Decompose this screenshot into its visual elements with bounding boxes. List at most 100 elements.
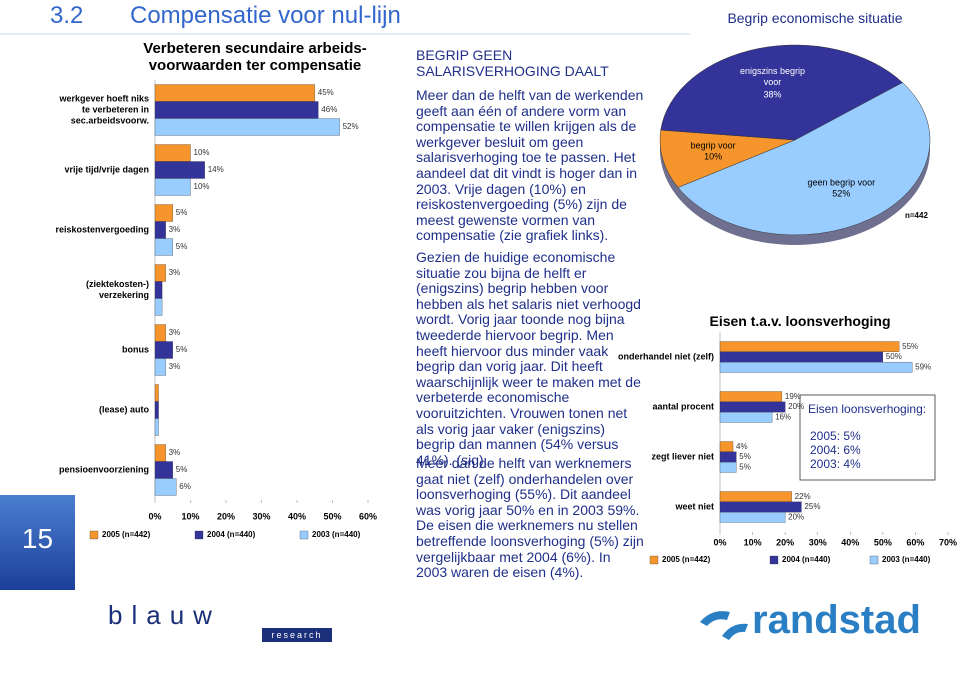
value-label: 14% bbox=[208, 165, 224, 174]
legend-label: 2003 (n=440) bbox=[312, 530, 361, 539]
value-label: 10% bbox=[194, 182, 210, 191]
value-label: 6% bbox=[179, 482, 191, 491]
legend-swatch bbox=[649, 555, 659, 565]
bar bbox=[719, 501, 802, 513]
paragraph: Gezien de huidige economische situatie z… bbox=[416, 249, 641, 468]
logo-left: blauw bbox=[108, 600, 221, 630]
bar bbox=[154, 418, 159, 436]
bar bbox=[154, 144, 191, 162]
value-label: 25% bbox=[804, 502, 820, 511]
legend-swatch bbox=[299, 530, 309, 540]
value-label: 46% bbox=[321, 105, 337, 114]
value-label: 5% bbox=[176, 242, 188, 251]
pie-slice bbox=[677, 82, 931, 236]
bar bbox=[719, 462, 737, 473]
slice-label: enigszins begrip voor bbox=[739, 66, 805, 88]
value-label: 3% bbox=[169, 328, 181, 337]
page-number: 15 bbox=[21, 523, 54, 554]
category-label: zegt liever niet bbox=[651, 451, 714, 462]
bar bbox=[719, 351, 884, 363]
legend-swatch bbox=[194, 530, 204, 540]
x-tick-label: 40% bbox=[841, 537, 859, 547]
bar bbox=[154, 298, 163, 316]
slice-value: 52% bbox=[832, 188, 851, 199]
bar bbox=[154, 101, 319, 119]
value-label: 50% bbox=[886, 352, 902, 361]
category-label: reiskostenvergoeding bbox=[55, 224, 149, 235]
bar bbox=[154, 118, 340, 136]
value-label: 5% bbox=[176, 465, 188, 474]
bar bbox=[719, 401, 786, 413]
bar bbox=[154, 444, 166, 462]
annotation-box bbox=[799, 394, 936, 481]
logo-right: randstad bbox=[752, 598, 921, 642]
legend-label: 2004 (n=440) bbox=[207, 530, 256, 539]
bar bbox=[154, 358, 166, 376]
value-label: 20% bbox=[788, 512, 804, 521]
chart-title: Eisen t.a.v. loonsverhoging bbox=[709, 313, 891, 329]
bar bbox=[719, 362, 913, 373]
bar bbox=[154, 324, 166, 342]
value-label: 45% bbox=[318, 88, 334, 97]
value-label: 5% bbox=[739, 452, 751, 461]
value-label: 5% bbox=[176, 345, 188, 354]
value-label: 19% bbox=[785, 392, 801, 401]
bar bbox=[154, 204, 173, 222]
x-tick-label: 40% bbox=[288, 511, 306, 521]
x-tick-label: 10% bbox=[744, 537, 762, 547]
legend-swatch bbox=[89, 530, 99, 540]
logo-bar bbox=[262, 628, 332, 642]
annotation: 2005: 5% bbox=[810, 429, 861, 443]
bar bbox=[719, 451, 737, 463]
slice-label: begrip voor bbox=[690, 140, 736, 151]
bar bbox=[154, 178, 191, 196]
paragraph: Meer dan de helft van de werkenden geeft… bbox=[416, 87, 644, 244]
annotation: n=442 bbox=[905, 211, 928, 220]
value-label: 16% bbox=[775, 412, 791, 421]
legend-label: 2005 (n=442) bbox=[662, 555, 711, 564]
value-label: 3% bbox=[169, 448, 181, 457]
pie-slice bbox=[660, 44, 903, 141]
value-label: 20% bbox=[788, 402, 804, 411]
chart-title: Verbeteren secundaire arbeids-voorwaarde… bbox=[143, 40, 367, 74]
annotation: 2004: 6% bbox=[810, 443, 861, 457]
bar bbox=[719, 391, 783, 402]
value-label: 3% bbox=[169, 225, 181, 234]
logo-mark bbox=[700, 611, 748, 640]
value-label: 52% bbox=[343, 122, 359, 131]
annotation: Eisen loonsverhoging: bbox=[808, 402, 926, 416]
bar bbox=[154, 221, 166, 239]
bar bbox=[154, 264, 166, 282]
value-label: 5% bbox=[176, 208, 188, 217]
bar bbox=[719, 441, 734, 452]
bar bbox=[154, 461, 173, 479]
value-label: 4% bbox=[736, 442, 748, 451]
paragraph: Meer dan de helft van werknemers gaat ni… bbox=[416, 455, 644, 581]
legend-swatch bbox=[869, 555, 879, 565]
x-tick-label: 60% bbox=[906, 537, 924, 547]
x-tick-label: 0% bbox=[713, 537, 726, 547]
category-label: weet niet bbox=[675, 501, 714, 512]
category-label: (lease) auto bbox=[98, 404, 149, 415]
section-number: 3.2 bbox=[50, 2, 84, 29]
category-label: vrije tijd/vrije dagen bbox=[64, 164, 149, 175]
value-label: 22% bbox=[795, 492, 811, 501]
slice-label: geen begrip voor bbox=[807, 177, 876, 188]
logo-left-sub: research bbox=[271, 630, 323, 640]
value-label: 10% bbox=[194, 148, 210, 157]
x-tick-label: 0% bbox=[148, 511, 161, 521]
x-tick-label: 50% bbox=[874, 537, 892, 547]
page-number-block bbox=[0, 495, 75, 590]
x-tick-label: 30% bbox=[809, 537, 827, 547]
x-tick-label: 20% bbox=[217, 511, 235, 521]
value-label: 3% bbox=[169, 268, 181, 277]
x-tick-label: 60% bbox=[359, 511, 377, 521]
text-heading: BEGRIP GEEN SALARISVERHOGING DAALT bbox=[416, 47, 609, 79]
bar bbox=[154, 161, 205, 179]
bar bbox=[719, 412, 773, 423]
bar bbox=[154, 84, 315, 102]
x-tick-label: 70% bbox=[939, 537, 957, 547]
bar bbox=[154, 384, 159, 402]
